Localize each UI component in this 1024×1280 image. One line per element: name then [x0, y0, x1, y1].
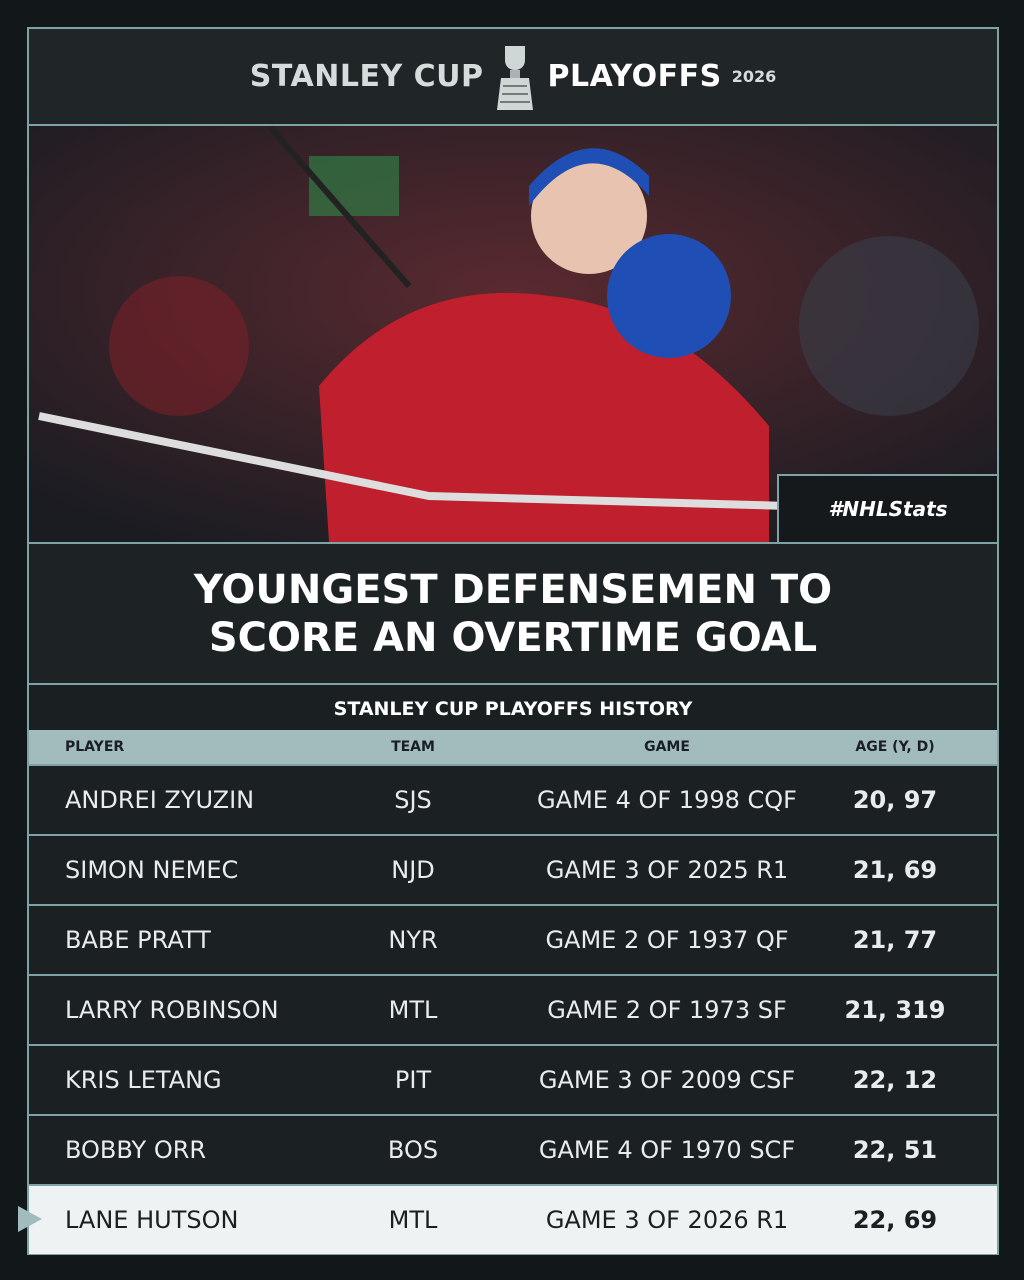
photo: #NHLStats: [29, 126, 997, 544]
table-row: BABE PRATT NYR GAME 2 OF 1937 QF 21, 77: [29, 904, 997, 974]
photo-illustration: [29, 126, 997, 542]
table-row: ANDREI ZYUZIN SJS GAME 4 OF 1998 CQF 20, 97: [29, 764, 997, 834]
cup-logo: [497, 45, 534, 110]
table-row: LARRY ROBINSON MTL GAME 2 OF 1973 SF 21, 31…: [29, 974, 997, 1044]
highlight-marker: [18, 1206, 42, 1232]
table-cell: LARRY ROBINSON: [65, 996, 279, 1024]
brand-right: PLAYOFFS: [547, 59, 722, 94]
year: 2026: [731, 67, 777, 86]
hashtag: #NHLStats: [777, 474, 997, 542]
table-row: LANE HUTSON MTL GAME 3 OF 2026 R1 22, 69: [29, 1184, 997, 1254]
table-cell: ANDREI ZYUZIN: [65, 786, 255, 814]
brand-left: STANLEY CUP: [249, 59, 484, 94]
column-header: PLAYER: [65, 739, 125, 755]
graphic-frame: STANLEY CUP PLAYOFFS 2026 #NHLStats: [27, 27, 999, 1255]
table-row: BOBBY ORR BOS GAME 4 OF 1970 SCF 22, 51: [29, 1114, 997, 1184]
table-cell: BABE PRATT: [65, 926, 211, 954]
table-header: PLAYER TEAM GAME AGE (Y, D): [29, 730, 997, 764]
table-cell: BOBBY ORR: [65, 1136, 207, 1164]
table-cell: LANE HUTSON: [65, 1206, 239, 1234]
title: YOUNGEST DEFENSEMEN TO SCORE AN OVERTIME…: [29, 544, 997, 685]
header: STANLEY CUP PLAYOFFS 2026: [29, 29, 997, 126]
table-cell: SIMON NEMEC: [65, 856, 239, 884]
subtitle: STANLEY CUP PLAYOFFS HISTORY: [333, 697, 693, 720]
table-row: KRIS LETANG PIT GAME 3 OF 2009 CSF 22, 12: [29, 1044, 997, 1114]
table-row: SIMON NEMEC NJD GAME 3 OF 2025 R1 21, 69: [29, 834, 997, 904]
table-cell: KRIS LETANG: [65, 1066, 222, 1094]
